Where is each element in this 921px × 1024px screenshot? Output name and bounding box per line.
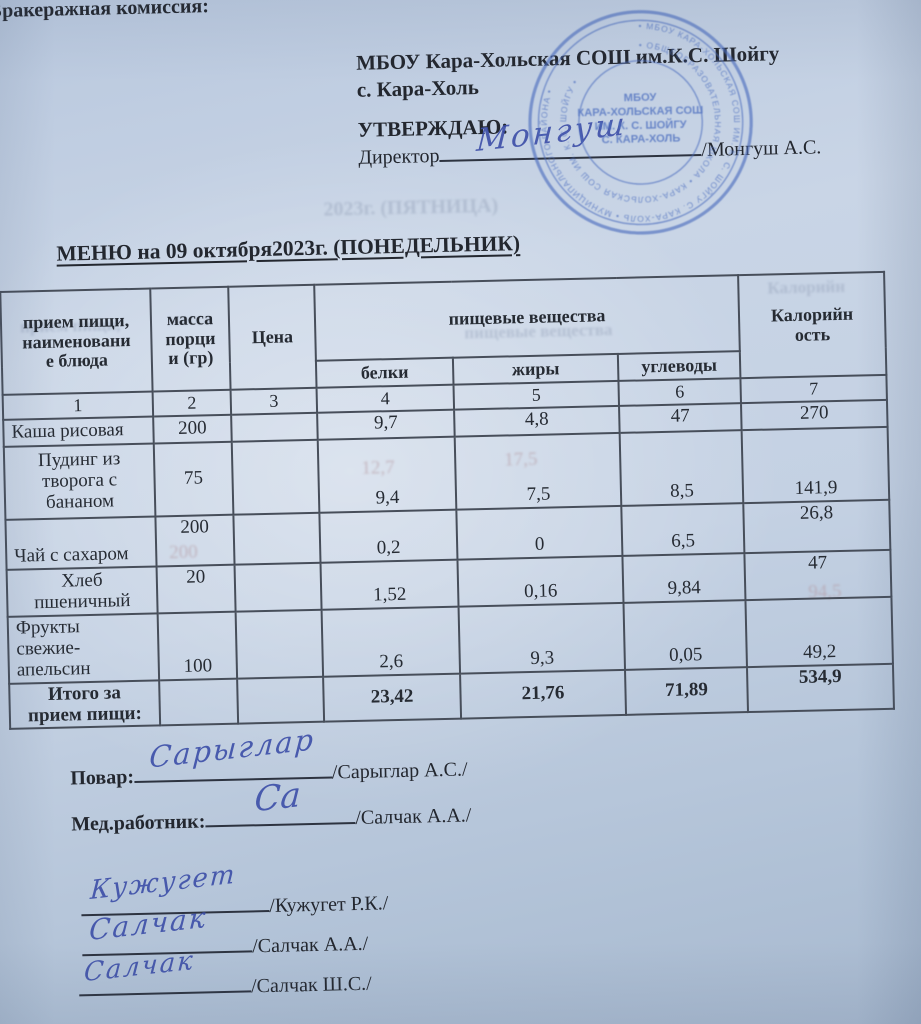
col-number: 1 — [2, 391, 154, 420]
calories-cell: 47 — [744, 549, 892, 601]
header-fat: жиры — [452, 353, 619, 385]
commission-handwritten-signature: Кужугет — [89, 859, 238, 907]
col-number: 5 — [453, 380, 620, 410]
svg-text:ИМ. К. С. ШОЙГУ: ИМ. К. С. ШОЙГУ — [595, 118, 688, 133]
school-stamp-seal: • МБОУ КАРА-ХОЛЬСКАЯ СОШ ИМ. К. С. ШОЙГУ… — [528, 10, 753, 235]
calories-cell: 141,9 — [741, 426, 890, 504]
calories-cell: 26,8 — [743, 499, 891, 554]
total-fat-cell: 21,76 — [460, 669, 627, 720]
fat-cell: 7,5 — [454, 432, 622, 510]
svg-text:МБОУ: МБОУ — [624, 92, 658, 105]
commission-member-name: /Кужугет Р.К./ — [269, 892, 389, 917]
fat-cell: 9,3 — [458, 602, 626, 674]
col-number: 4 — [316, 384, 455, 413]
bleedthrough-title: 2023г. (ПЯТНИЦА) — [323, 194, 499, 221]
protein-cell: 2,6 — [321, 606, 461, 677]
col-number: 2 — [152, 389, 232, 417]
svg-text:КАРА-ХОЛЬСКАЯ СОШ: КАРА-ХОЛЬСКАЯ СОШ — [577, 104, 703, 119]
med-signature-line: Мед.работник: Са/Салчак А.А./ — [71, 775, 472, 836]
header-nutrients-group: пищевые вещества — [314, 275, 740, 361]
price-cell — [231, 439, 320, 515]
svg-text:С. КАРА-ХОЛЬ: С. КАРА-ХОЛЬ — [601, 133, 680, 147]
commission-signature-line: Салчак/Салчак Ш.С./ — [78, 946, 372, 1003]
mass-cell: 100 — [157, 611, 238, 681]
fat-cell: 4,8 — [454, 405, 620, 437]
menu-table: прием пищи, наименовани е блюда масса по… — [0, 271, 895, 730]
med-name: /Салчак А.А./ — [355, 804, 472, 830]
cook-signature-blank: Сарыглар — [133, 722, 333, 784]
protein-cell: 0,2 — [319, 509, 458, 563]
fat-cell: 0 — [456, 505, 623, 560]
mass-cell: 20 — [156, 564, 236, 614]
col-number: 3 — [230, 387, 318, 415]
cook-name: /Сарыглар А.С./ — [331, 758, 468, 784]
header-mass: масса порци и (гр) — [150, 286, 231, 392]
total-label-cell: Итого за прием пищи: — [9, 680, 161, 730]
price-cell — [231, 412, 318, 442]
dish-name-cell: Пудинг из творога с бананом — [3, 443, 156, 520]
protein-cell: 9,7 — [317, 409, 455, 440]
header-protein: белки — [315, 357, 454, 388]
stamp-circles — [528, 10, 753, 235]
med-label: Мед.работник: — [71, 810, 206, 836]
price-cell — [233, 512, 321, 565]
commission-signature-blank: Салчак — [78, 946, 252, 997]
commission-member-name: /Салчак Ш.С./ — [250, 972, 372, 998]
dish-name-cell: Фрукты свежие- апельсин — [7, 613, 160, 684]
dish-name-cell: Хлеб пшеничный — [6, 566, 158, 617]
price-cell — [235, 609, 324, 679]
carbs-cell: 9,84 — [622, 553, 746, 603]
menu-title: МЕНЮ на 09 октября2023г. (ПОНЕДЕЛЬНИК) — [56, 231, 521, 266]
med-handwritten-signature: Са — [253, 774, 302, 821]
protein-cell: 9,4 — [317, 436, 457, 513]
price-cell — [234, 562, 322, 612]
dish-name-cell: Каша рисовая — [3, 416, 154, 447]
total-calories-cell: 534,9 — [747, 663, 895, 713]
price-cell — [237, 676, 325, 725]
col-number: 7 — [740, 374, 887, 404]
mass-cell: 200 — [153, 414, 232, 444]
header-carbs: углеводы — [617, 351, 741, 381]
total-carbs-cell: 71,89 — [625, 666, 749, 716]
mass-cell: 75 — [153, 441, 234, 517]
director-label: Директор — [358, 144, 440, 169]
table-header-row: прием пищи, наименовани е блюда масса по… — [0, 271, 887, 395]
header-price: Цена — [228, 284, 317, 390]
col-number: 6 — [618, 378, 742, 406]
protein-cell: 1,52 — [320, 559, 459, 610]
carbs-cell: 47 — [619, 403, 742, 433]
total-protein-cell: 23,42 — [323, 673, 462, 723]
mass-cell: 200 — [155, 514, 235, 567]
mass-cell — [159, 678, 239, 726]
commission-label: Бракеражная комиссия: — [0, 0, 210, 23]
cook-handwritten-signature: Сарыглар — [147, 721, 316, 775]
header-calories: Калорийн ость — [738, 271, 887, 379]
header-dish: прием пищи, наименовани е блюда — [0, 288, 153, 395]
dish-name-cell: Чай с сахаром — [5, 516, 157, 570]
calories-cell: 49,2 — [745, 596, 893, 667]
carbs-cell: 8,5 — [619, 430, 744, 506]
med-signature-blank: Са — [205, 775, 356, 828]
commission-member-name: /Салчак А.А./ — [251, 932, 369, 958]
carbs-cell: 6,5 — [621, 503, 745, 556]
cook-label: Повар: — [70, 766, 135, 790]
calories-cell: 270 — [741, 399, 888, 431]
carbs-cell: 0,05 — [623, 600, 748, 670]
fat-cell: 0,16 — [457, 555, 624, 607]
stamp-center-text: МБОУ КАРА-ХОЛЬСКАЯ СОШ ИМ. К. С. ШОЙГУ С… — [577, 92, 703, 147]
